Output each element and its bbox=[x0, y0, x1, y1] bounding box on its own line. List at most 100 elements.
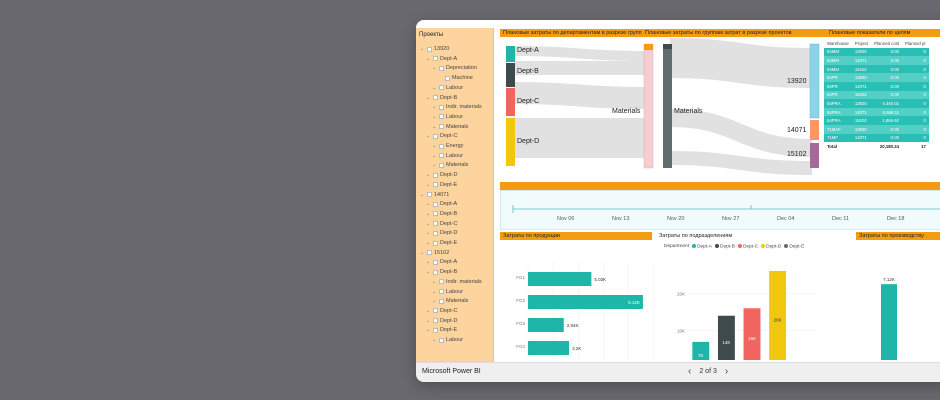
slicer-item[interactable]: ⌄ Dept-E bbox=[426, 182, 457, 188]
expand-chevron-icon[interactable]: ⌄ bbox=[426, 55, 431, 62]
table-row[interactable]: 71MAF 13920 0.00 0 bbox=[824, 124, 929, 134]
slicer-item[interactable]: ⌄ 14071 bbox=[420, 192, 449, 198]
project-15102-node[interactable] bbox=[810, 143, 819, 168]
checkbox[interactable] bbox=[433, 133, 438, 139]
legend-item[interactable]: Dept-E bbox=[784, 244, 804, 249]
checkbox[interactable] bbox=[433, 308, 438, 314]
checkbox[interactable] bbox=[439, 162, 444, 168]
bar[interactable] bbox=[528, 318, 564, 332]
dept-d-node[interactable] bbox=[506, 118, 515, 166]
slicer-item[interactable]: ⌄ Energy bbox=[432, 143, 463, 149]
legend-item[interactable]: Dept-A bbox=[692, 244, 712, 249]
slicer-item[interactable]: ⌄ Dept-E bbox=[426, 240, 457, 246]
checkbox[interactable] bbox=[439, 85, 444, 91]
checkbox[interactable] bbox=[439, 337, 444, 343]
slicer-item[interactable]: ⌄ Labour bbox=[432, 289, 463, 295]
expand-chevron-icon[interactable]: ⌄ bbox=[432, 113, 437, 120]
expand-chevron-icon[interactable]: ⌄ bbox=[432, 278, 437, 285]
checkbox[interactable] bbox=[433, 211, 438, 217]
checkbox[interactable] bbox=[427, 250, 432, 256]
table-row[interactable]: 54PR 13920 0.00 0 bbox=[824, 73, 929, 82]
bar[interactable] bbox=[717, 315, 735, 360]
projects-slicer[interactable]: Проекты ⌄ 13920 ⌄ Dept-A ⌄ Depreciation Machin… bbox=[416, 28, 494, 362]
products-bar-chart[interactable]: 0K2K4K6K8K10KFG15.03KFG29.12KFG32.84KFG4… bbox=[500, 242, 660, 360]
slicer-item[interactable]: ⌄ Dept-C bbox=[426, 221, 457, 227]
expand-chevron-icon[interactable]: ⌄ bbox=[426, 317, 431, 324]
project-14071-node[interactable] bbox=[810, 120, 819, 140]
expand-chevron-icon[interactable]: ⌄ bbox=[420, 46, 425, 52]
table-row[interactable]: 54PRA 15102 1,866.62 0 bbox=[824, 116, 929, 125]
slicer-item[interactable]: ⌄ Dept-C bbox=[426, 133, 457, 139]
checkbox[interactable] bbox=[439, 289, 444, 294]
expand-chevron-icon[interactable]: ⌄ bbox=[432, 152, 437, 159]
departments-bar-chart[interactable]: 0K10K20K7KDept-A14KDept-B16KDept-C26KDep… bbox=[660, 242, 820, 360]
expand-chevron-icon[interactable]: ⌄ bbox=[426, 240, 431, 246]
expand-chevron-icon[interactable]: ⌄ bbox=[432, 65, 437, 72]
bar[interactable] bbox=[692, 341, 710, 360]
table-row[interactable]: 54MM 15102 0.00 0 bbox=[824, 64, 929, 74]
dept-a-node[interactable] bbox=[506, 46, 515, 62]
bar[interactable] bbox=[528, 341, 570, 355]
slicer-item[interactable]: ⌄ Dept-D bbox=[426, 230, 457, 236]
slicer-item[interactable]: ⌄ Dept-B bbox=[426, 269, 457, 275]
expand-chevron-icon[interactable]: ⌄ bbox=[426, 181, 431, 188]
checkbox[interactable] bbox=[433, 172, 438, 178]
checkbox[interactable] bbox=[427, 46, 432, 52]
expand-chevron-icon[interactable]: ⌄ bbox=[426, 94, 431, 101]
slicer-item[interactable]: ⌄ Labour bbox=[432, 337, 463, 343]
col-warehouse[interactable]: Warehouse bbox=[827, 40, 849, 46]
bar[interactable] bbox=[528, 295, 643, 309]
project-13920-node[interactable] bbox=[809, 43, 820, 119]
materials-node-2[interactable] bbox=[663, 44, 672, 168]
table-row[interactable]: 54PRA 13920 4,340.02 0 bbox=[824, 99, 929, 108]
slicer-item[interactable]: ⌄ 15102 bbox=[420, 250, 449, 256]
expand-chevron-icon[interactable]: ⌄ bbox=[432, 298, 437, 305]
col-planned-cost[interactable]: Planned cost bbox=[874, 40, 900, 46]
expand-chevron-icon[interactable]: ⌄ bbox=[432, 288, 437, 295]
expand-chevron-icon[interactable]: ⌄ bbox=[426, 172, 431, 179]
materials-node-1[interactable] bbox=[643, 43, 654, 169]
slicer-item[interactable]: ⌄ Dept-C bbox=[426, 308, 457, 314]
checkbox[interactable] bbox=[433, 221, 438, 227]
slicer-item[interactable]: ⌄ Dept-A bbox=[426, 201, 457, 207]
slicer-item[interactable]: Machine bbox=[438, 75, 473, 81]
sankey-chart[interactable] bbox=[500, 38, 840, 178]
expand-chevron-icon[interactable]: ⌄ bbox=[426, 307, 431, 314]
checkbox[interactable] bbox=[439, 65, 444, 71]
expand-chevron-icon[interactable]: ⌄ bbox=[420, 191, 425, 198]
checkbox[interactable] bbox=[433, 269, 438, 275]
legend-item[interactable]: Dept-C bbox=[737, 244, 758, 249]
checkbox[interactable] bbox=[439, 298, 444, 304]
slicer-item[interactable]: ⌄ Dept-D bbox=[426, 172, 457, 178]
dept-c-node[interactable] bbox=[506, 88, 515, 116]
checkbox[interactable] bbox=[433, 327, 438, 333]
checkbox[interactable] bbox=[433, 201, 438, 207]
expand-chevron-icon[interactable]: ⌄ bbox=[426, 230, 431, 237]
expand-chevron-icon[interactable]: ⌄ bbox=[432, 337, 437, 343]
table-row[interactable]: 54MM 13920 0.00 0 bbox=[824, 47, 929, 57]
slicer-item[interactable]: ⌄ Labour bbox=[432, 114, 463, 120]
expand-chevron-icon[interactable]: ⌄ bbox=[426, 133, 431, 140]
col-planned-pr[interactable]: Planned pr bbox=[905, 40, 926, 46]
checkbox[interactable] bbox=[433, 259, 438, 265]
timeline-slicer[interactable]: Nov 06 Nov 13 Nov 20 Nov 27 Dec 04 Dec 11 Dec … bbox=[500, 190, 940, 230]
checkbox[interactable] bbox=[439, 124, 444, 130]
bar[interactable] bbox=[881, 284, 897, 360]
checkbox[interactable] bbox=[445, 75, 450, 81]
bar[interactable] bbox=[528, 272, 592, 286]
expand-chevron-icon[interactable]: ⌄ bbox=[432, 123, 437, 130]
col-project[interactable]: Project bbox=[854, 40, 869, 46]
expand-chevron-icon[interactable]: ⌄ bbox=[426, 327, 431, 334]
slicer-item[interactable]: ⌄ Indir. materials bbox=[432, 279, 482, 285]
legend-item[interactable]: Dept-B bbox=[715, 244, 735, 249]
slicer-item[interactable]: ⌄ Dept-A bbox=[426, 259, 457, 265]
expand-chevron-icon[interactable]: ⌄ bbox=[426, 210, 431, 217]
checkbox[interactable] bbox=[433, 56, 438, 62]
table-row[interactable]: 54PR 15102 0.00 0 bbox=[824, 90, 929, 100]
expand-chevron-icon[interactable]: ⌄ bbox=[420, 249, 425, 256]
table-row[interactable]: 54PRA 14071 5,669.11 0 bbox=[824, 107, 929, 117]
bar[interactable] bbox=[743, 308, 761, 360]
checkbox[interactable] bbox=[433, 240, 438, 246]
dept-b-node[interactable] bbox=[506, 63, 515, 87]
table-row[interactable]: 71MF 14071 0.00 0 bbox=[824, 133, 929, 143]
